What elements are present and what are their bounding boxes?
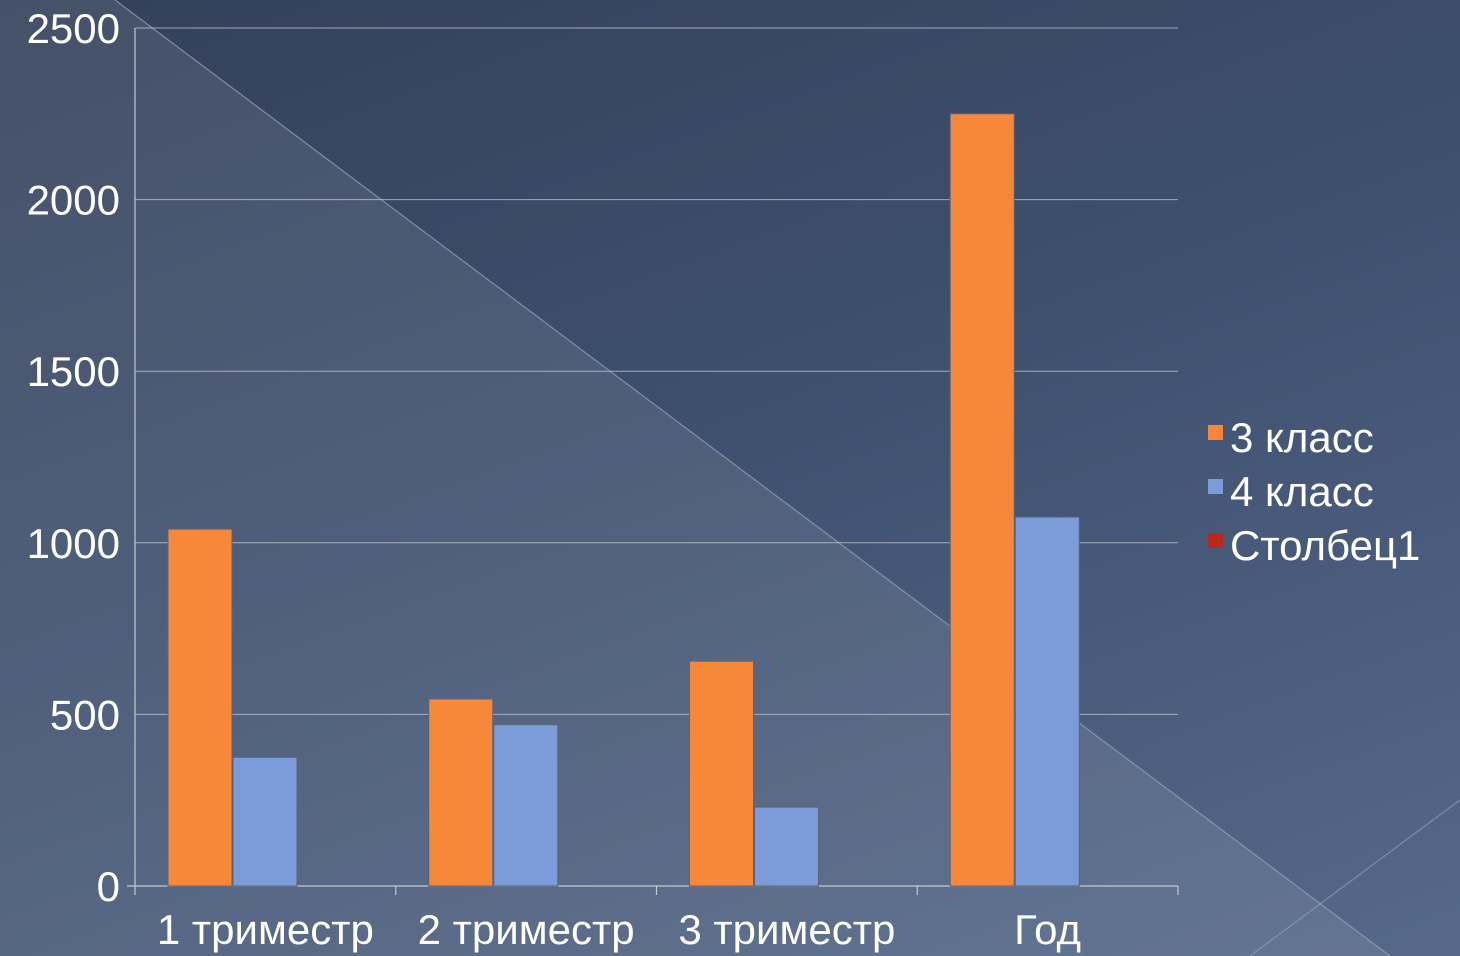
bars bbox=[167, 113, 1080, 887]
bar bbox=[167, 528, 233, 887]
bar bbox=[949, 113, 1015, 887]
bar bbox=[232, 756, 298, 887]
bar bbox=[428, 698, 494, 887]
y-tick-label: 2500 bbox=[27, 5, 120, 52]
x-category-label: 2 триместр bbox=[418, 906, 635, 953]
y-tick-label: 0 bbox=[97, 863, 120, 910]
legend: 3 класс 4 класс Столбец1 bbox=[1208, 414, 1420, 569]
legend-label: 4 класс bbox=[1230, 468, 1374, 515]
legend-swatch bbox=[1208, 479, 1223, 494]
bar bbox=[493, 724, 559, 887]
legend-label: 3 класс bbox=[1230, 414, 1374, 461]
y-tick-label: 500 bbox=[50, 691, 120, 738]
background-diagonal-line-2 bbox=[1249, 799, 1460, 956]
x-category-label: 3 триместр bbox=[678, 906, 895, 953]
y-tick-label: 2000 bbox=[27, 177, 120, 224]
x-category-label: 1 триместр bbox=[157, 906, 374, 953]
y-tick-labels: 0 500 1000 1500 2000 2500 bbox=[27, 5, 120, 910]
bar bbox=[1014, 516, 1080, 887]
legend-swatch bbox=[1208, 533, 1223, 548]
background-diagonal-line bbox=[114, 0, 1391, 956]
y-tick-label: 1000 bbox=[27, 520, 120, 567]
bar bbox=[689, 660, 754, 887]
legend-label: Столбец1 bbox=[1230, 522, 1420, 569]
y-tick-label: 1500 bbox=[27, 348, 120, 395]
legend-swatch bbox=[1208, 425, 1223, 440]
x-category-labels: 1 триместр 2 триместр 3 триместр Год bbox=[157, 906, 1081, 953]
x-category-label: Год bbox=[1014, 906, 1081, 953]
bar bbox=[754, 806, 819, 887]
